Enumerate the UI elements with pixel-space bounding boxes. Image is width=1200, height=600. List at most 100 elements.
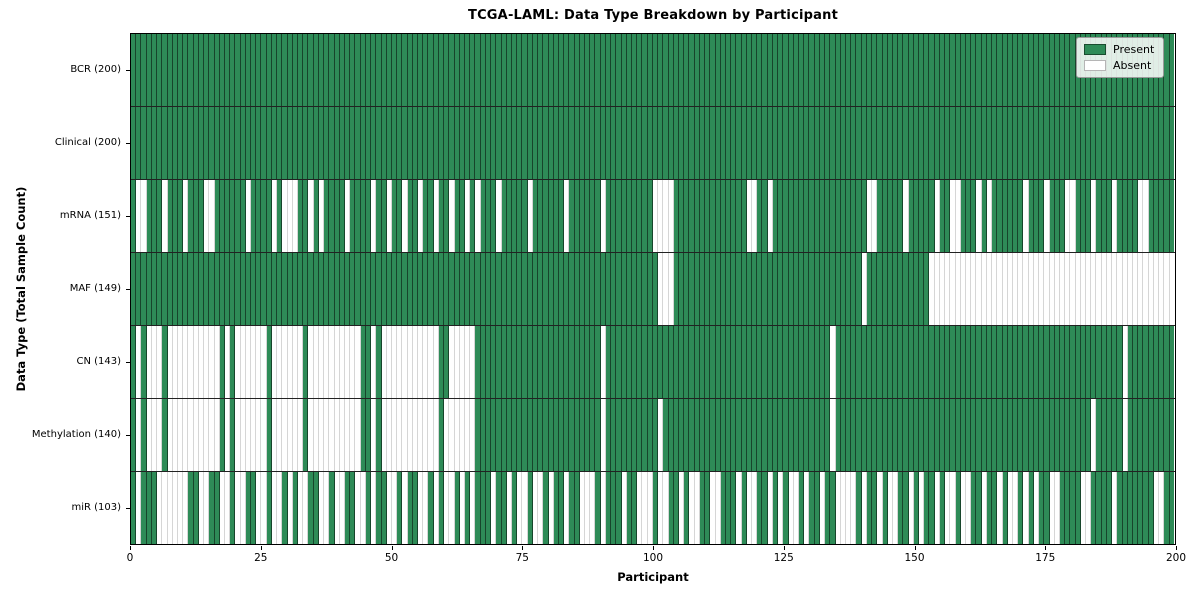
matrix-cell [282,399,288,471]
matrix-cell [966,326,972,398]
matrix-cell [658,180,664,252]
matrix-cell [282,472,288,544]
matrix-cell [438,326,445,398]
matrix-cell [600,253,606,325]
matrix-cell [840,472,846,544]
matrix-cell [861,399,867,471]
matrix-cell [856,107,862,179]
matrix-cell [261,253,267,325]
matrix-cell [887,34,893,106]
matrix-cell [381,34,387,106]
matrix-cell [668,472,674,544]
matrix-cell [449,253,455,325]
matrix-cell [1033,326,1040,398]
matrix-cell [960,326,966,398]
matrix-cell [632,180,638,252]
matrix-cell [271,107,278,179]
matrix-cell [438,472,445,544]
matrix-cell [1018,34,1024,106]
matrix-cell [292,34,298,106]
matrix-cell [501,253,507,325]
matrix-cell [746,180,753,252]
matrix-cell [585,107,591,179]
matrix-cell [668,107,674,179]
matrix-cell [971,107,977,179]
legend-swatch-absent [1084,60,1106,71]
matrix-cell [172,107,178,179]
matrix-cell [699,399,706,471]
matrix-cell [986,107,993,179]
matrix-cell [360,180,366,252]
matrix-cell [251,107,257,179]
matrix-cell [851,326,857,398]
matrix-cell [517,34,523,106]
matrix-cell [1028,34,1034,106]
matrix-cell [193,253,199,325]
matrix-cell [725,472,732,544]
matrix-cell [496,472,502,544]
matrix-cell [1117,472,1123,544]
x-tick-mark [783,546,785,550]
matrix-cell [1044,399,1050,471]
matrix-cell [616,253,622,325]
matrix-cell [1039,107,1045,179]
matrix-cell [480,34,486,106]
matrix-cell [151,107,158,179]
matrix-cell [240,399,246,471]
matrix-cell [1133,472,1139,544]
matrix-cell [840,399,846,471]
matrix-cell [851,399,857,471]
matrix-cell [162,472,168,544]
matrix-cell [569,34,575,106]
matrix-cell [339,107,345,179]
matrix-cell [746,326,753,398]
matrix-cell [183,326,189,398]
matrix-cell [971,472,977,544]
matrix-cell [689,253,695,325]
matrix-cell [1002,472,1008,544]
matrix-cell [344,472,351,544]
matrix-cell [1117,399,1123,471]
matrix-cell [511,253,518,325]
matrix-cell [1091,326,1097,398]
matrix-cell [449,34,455,106]
matrix-cell [1023,399,1029,471]
matrix-cell [1127,107,1133,179]
matrix-cell [934,399,940,471]
matrix-cell [491,180,497,252]
matrix-cell [652,326,659,398]
y-tick-mark [126,69,130,71]
matrix-cell [892,326,899,398]
matrix-cell [746,399,753,471]
matrix-cell [386,34,392,106]
matrix-cell [386,253,392,325]
matrix-cell [355,399,361,471]
matrix-cell [814,107,820,179]
matrix-cell [642,472,648,544]
matrix-cell [391,399,398,471]
matrix-cell [1018,107,1024,179]
matrix-cell [1127,253,1133,325]
matrix-cell [459,107,465,179]
matrix-cell [1169,107,1174,179]
matrix-cell [783,326,789,398]
matrix-cell [1033,180,1040,252]
matrix-cell [423,326,429,398]
matrix-cell [151,326,158,398]
matrix-cell [334,107,340,179]
matrix-cell [271,34,278,106]
matrix-cell [851,253,857,325]
matrix-cell [898,472,904,544]
matrix-cell [318,472,325,544]
matrix-cell [684,326,690,398]
matrix-cell [1075,180,1081,252]
matrix-cell [558,472,565,544]
matrix-cell [1039,399,1045,471]
matrix-cell [799,253,805,325]
matrix-cell [230,180,236,252]
matrix-cell [1007,399,1013,471]
matrix-cell [939,34,946,106]
matrix-cell [344,399,351,471]
matrix-cell [1096,472,1102,544]
matrix-cell [1007,107,1013,179]
